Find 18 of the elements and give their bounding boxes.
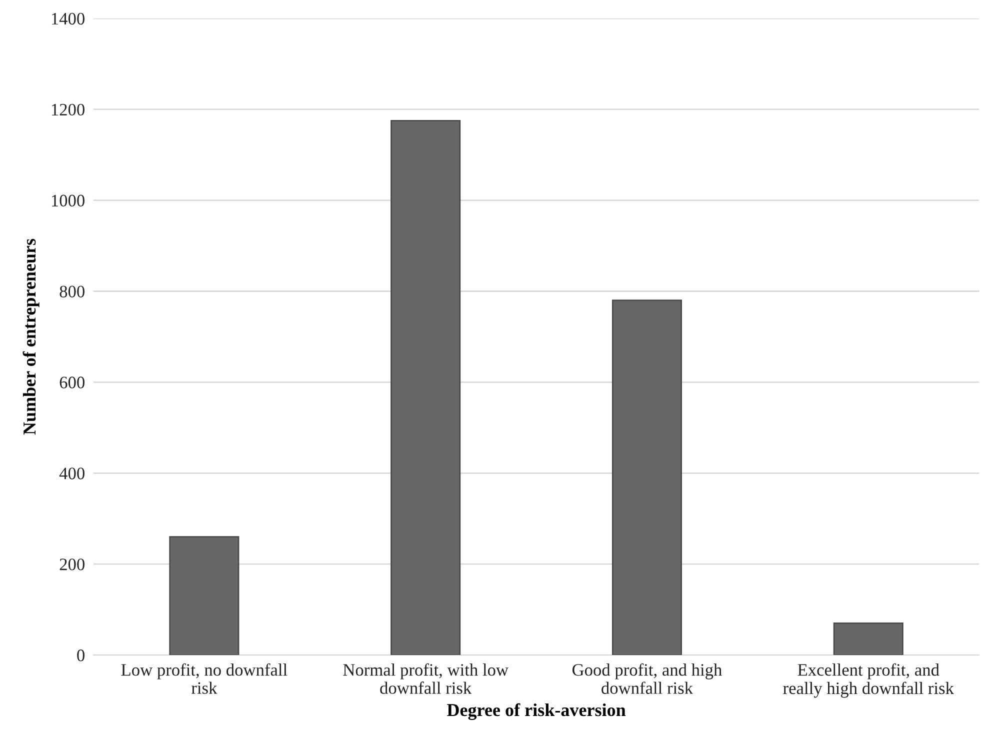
- bar: [612, 300, 682, 656]
- y-tick-label: 600: [60, 376, 84, 388]
- bar: [169, 536, 240, 656]
- x-axis-title: Degree of risk-aversion: [447, 703, 626, 720]
- y-tick-label: 200: [60, 558, 84, 570]
- y-tick-label: 1400: [52, 12, 84, 25]
- x-tick-label: Excellent profit, and really high downfall risk: [783, 663, 954, 698]
- y-tick-label: 800: [60, 286, 84, 298]
- y-tick-label: 1200: [52, 104, 84, 116]
- y-tick-label: 1000: [52, 194, 84, 206]
- x-tick-label: Good profit, and high downfall risk: [572, 663, 722, 694]
- bar: [833, 622, 904, 656]
- y-tick-label: 400: [59, 468, 84, 480]
- x-tick-label: Normal profit, with low downfall risk: [343, 663, 508, 694]
- y-tick-label: 0: [77, 650, 84, 662]
- bar: [390, 120, 461, 656]
- y-axis-title: Number of entrepreneurs: [22, 238, 40, 435]
- x-tick-label: Low profit, no downfall risk: [121, 663, 288, 694]
